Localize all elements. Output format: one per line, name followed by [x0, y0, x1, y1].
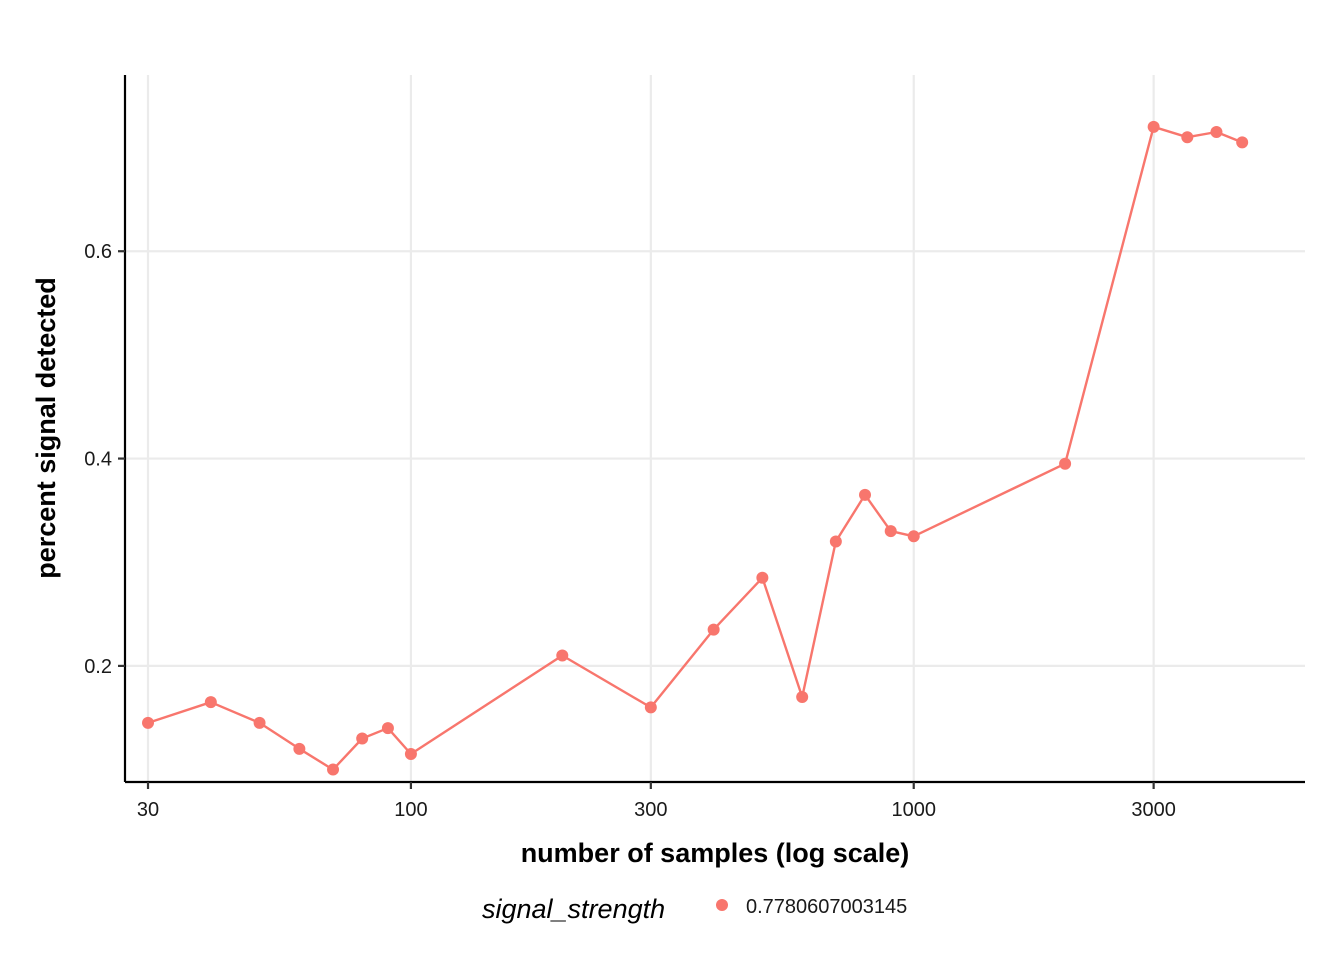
x-tick-label: 3000 [1131, 799, 1176, 821]
series-layer [142, 120, 1249, 776]
ticks: 30 100 300 1000 3000 0.2 0.4 0.6 [84, 241, 1176, 821]
data-point [829, 535, 842, 548]
data-point [907, 530, 920, 543]
y-tick-label: 0.4 [84, 449, 112, 471]
x-axis-title: number of samples (log scale) [521, 838, 910, 868]
data-point [204, 696, 217, 709]
data-point [356, 732, 369, 745]
data-point [1147, 120, 1160, 133]
x-tick-label: 1000 [891, 799, 936, 821]
x-tick-label: 30 [137, 799, 159, 821]
data-point [253, 716, 266, 729]
data-point [644, 701, 657, 714]
data-point [1210, 126, 1223, 139]
data-point [381, 722, 394, 735]
y-tick-label: 0.2 [84, 656, 112, 678]
x-tick-label: 100 [394, 799, 427, 821]
legend-title: signal_strength [482, 894, 665, 924]
data-point [796, 690, 809, 703]
legend-series-label: 0.7780607003145 [746, 896, 907, 918]
y-axis-title: percent signal detected [31, 277, 61, 579]
data-point [327, 763, 340, 776]
series-line [147, 125, 1243, 771]
data-point [756, 571, 769, 584]
data-point [707, 623, 720, 636]
axes [123, 75, 1305, 784]
data-point [293, 742, 306, 755]
data-point [1236, 136, 1249, 149]
data-point [1181, 131, 1194, 144]
legend-key-marker [716, 899, 728, 911]
data-point [859, 488, 872, 501]
data-point [556, 649, 569, 662]
data-point [1059, 457, 1072, 470]
data-point [404, 748, 417, 761]
data-point [142, 716, 155, 729]
x-tick-label: 300 [634, 799, 667, 821]
data-point [884, 525, 897, 538]
legend: signal_strength 0.7780607003145 [482, 894, 907, 924]
grid [125, 75, 1305, 782]
y-tick-label: 0.6 [84, 241, 112, 263]
